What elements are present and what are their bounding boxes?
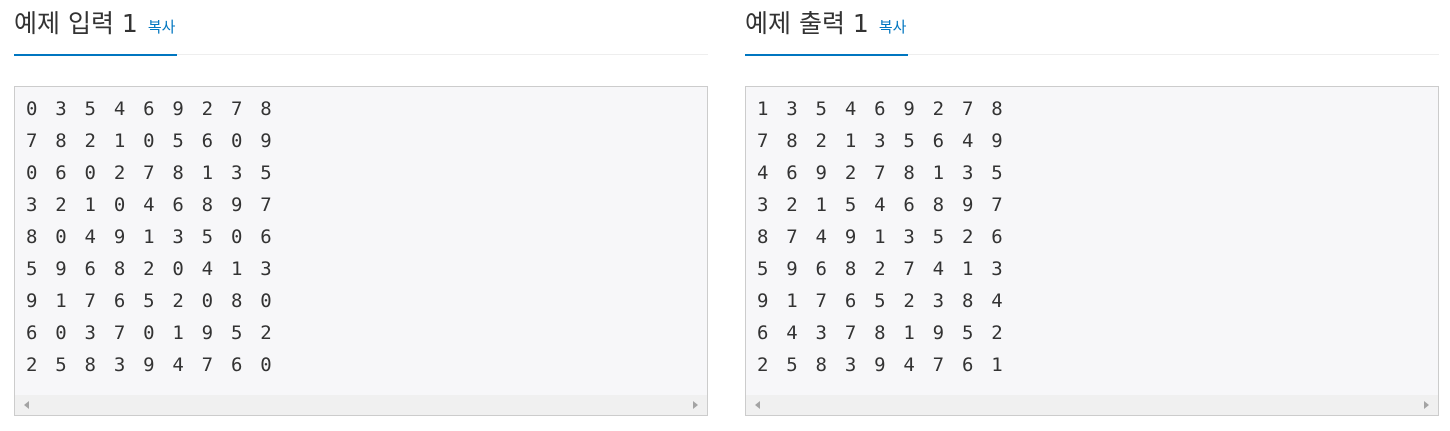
sample-input-headline: 예제 입력 1 복사 xyxy=(14,0,708,56)
sample-output-line: 6 4 3 7 8 1 9 5 2 xyxy=(757,322,1006,344)
sample-output-title: 예제 출력 1 xyxy=(745,9,869,38)
sample-input-line: 7 8 2 1 0 5 6 0 9 xyxy=(26,130,275,152)
scroll-left-arrow-icon[interactable] xyxy=(755,401,760,409)
sample-output-line: 8 7 4 9 1 3 5 2 6 xyxy=(757,226,1006,248)
sample-output-line: 3 2 1 5 4 6 8 9 7 xyxy=(757,194,1006,216)
sample-input-line: 8 0 4 9 1 3 5 0 6 xyxy=(26,226,275,248)
sample-output-section: 예제 출력 1 복사 1 3 5 4 6 9 2 7 8 7 8 2 1 3 5 … xyxy=(745,0,1439,416)
sample-output-headline-underline: 예제 출력 1 복사 xyxy=(745,0,909,56)
sample-output-line: 4 6 9 2 7 8 1 3 5 xyxy=(757,162,1006,184)
sample-output-text: 1 3 5 4 6 9 2 7 8 7 8 2 1 3 5 6 4 9 4 6 9 … xyxy=(757,93,1438,381)
scroll-left-arrow-icon[interactable] xyxy=(24,401,29,409)
sample-input-text: 0 3 5 4 6 9 2 7 8 7 8 2 1 0 5 6 0 9 0 6 0 … xyxy=(26,93,707,381)
scroll-right-arrow-icon[interactable] xyxy=(693,401,698,409)
sample-input-section: 예제 입력 1 복사 0 3 5 4 6 9 2 7 8 7 8 2 1 0 5 … xyxy=(14,0,708,416)
sample-input-horizontal-scrollbar[interactable] xyxy=(15,395,707,415)
sample-input-line: 6 0 3 7 0 1 9 5 2 xyxy=(26,322,275,344)
sample-input-box[interactable]: 0 3 5 4 6 9 2 7 8 7 8 2 1 0 5 6 0 9 0 6 0 … xyxy=(14,86,708,416)
sample-output-line: 7 8 2 1 3 5 6 4 9 xyxy=(757,130,1006,152)
copy-input-button[interactable]: 복사 xyxy=(147,18,176,36)
sample-output-line: 1 3 5 4 6 9 2 7 8 xyxy=(757,98,1006,120)
sample-input-line: 9 1 7 6 5 2 0 8 0 xyxy=(26,290,275,312)
copy-output-button[interactable]: 복사 xyxy=(878,18,907,36)
sample-input-line: 5 9 6 8 2 0 4 1 3 xyxy=(26,258,275,280)
sample-output-headline: 예제 출력 1 복사 xyxy=(745,0,1439,56)
sample-input-line: 0 6 0 2 7 8 1 3 5 xyxy=(26,162,275,184)
sample-input-headline-underline: 예제 입력 1 복사 xyxy=(14,0,178,56)
sample-output-line: 2 5 8 3 9 4 7 6 1 xyxy=(757,354,1006,376)
sample-output-box[interactable]: 1 3 5 4 6 9 2 7 8 7 8 2 1 3 5 6 4 9 4 6 9 … xyxy=(745,86,1439,416)
scroll-right-arrow-icon[interactable] xyxy=(1424,401,1429,409)
sample-input-line: 3 2 1 0 4 6 8 9 7 xyxy=(26,194,275,216)
sample-output-line: 5 9 6 8 2 7 4 1 3 xyxy=(757,258,1006,280)
sample-input-line: 0 3 5 4 6 9 2 7 8 xyxy=(26,98,275,120)
sample-output-horizontal-scrollbar[interactable] xyxy=(746,395,1438,415)
sample-input-line: 2 5 8 3 9 4 7 6 0 xyxy=(26,354,275,376)
sample-output-line: 9 1 7 6 5 2 3 8 4 xyxy=(757,290,1006,312)
sample-input-title: 예제 입력 1 xyxy=(14,9,138,38)
